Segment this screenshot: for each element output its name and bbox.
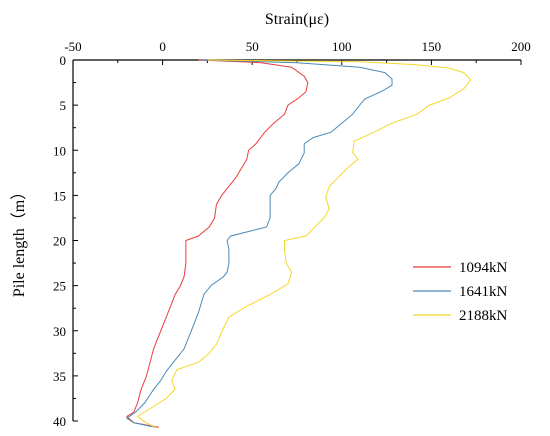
x-tick-label: 0 xyxy=(159,39,166,54)
x-tick-label: -50 xyxy=(64,39,81,54)
series-line-2188kN xyxy=(136,59,472,428)
y-tick-label: 15 xyxy=(53,188,66,203)
y-tick-label: 35 xyxy=(53,369,66,384)
legend-label-1094kN: 1094kN xyxy=(459,260,508,276)
x-tick-label: 150 xyxy=(422,39,442,54)
y-tick-label: 25 xyxy=(53,279,66,294)
y-axis-title: Pile length（m） xyxy=(10,184,28,297)
x-tick-label: 200 xyxy=(511,39,531,54)
series-group xyxy=(125,59,472,428)
x-tick-label: 50 xyxy=(246,39,259,54)
legend: 1094kN 1641kN 2188kN xyxy=(413,260,508,324)
y-tick-label: 0 xyxy=(60,53,67,68)
y-tick-label: 20 xyxy=(53,234,66,249)
x-tick-label: 100 xyxy=(332,39,352,54)
y-tick-label: 40 xyxy=(53,414,66,429)
y-tick-label: 5 xyxy=(60,98,67,113)
legend-label-1641kN: 1641kN xyxy=(459,284,508,300)
legend-label-2188kN: 2188kN xyxy=(459,308,508,324)
y-tick-label: 30 xyxy=(53,324,66,339)
series-line-1094kN xyxy=(125,59,309,428)
series-line-1641kN xyxy=(125,59,393,428)
y-tick-label: 10 xyxy=(53,143,66,158)
x-axis-title: Strain(με) xyxy=(265,11,329,28)
